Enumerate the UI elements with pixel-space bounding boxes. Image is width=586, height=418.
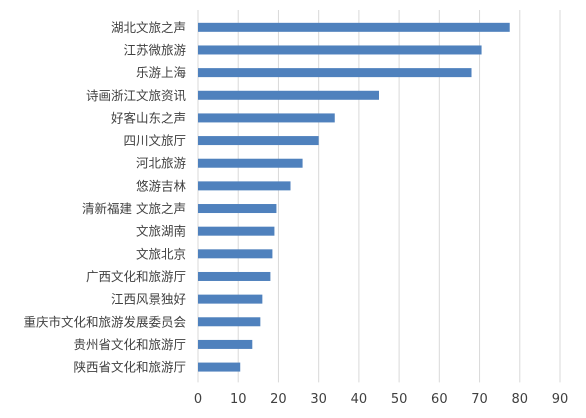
bar (198, 339, 253, 349)
x-tick-label: 60 (431, 392, 448, 407)
bar (198, 22, 510, 32)
x-tick-label: 30 (310, 392, 327, 407)
x-tick-label: 20 (270, 392, 287, 407)
category-label: 四川文旅厅 (123, 133, 186, 148)
x-tick-label: 50 (391, 392, 408, 407)
category-label: 河北旅游 (136, 156, 187, 171)
bar (198, 113, 335, 123)
bar (198, 204, 277, 214)
category-label: 广西文化和旅游厅 (86, 269, 186, 284)
bar (198, 68, 472, 78)
bar (198, 90, 379, 100)
category-label: 诗画浙江文旅资讯 (86, 88, 187, 103)
x-tick-label: 40 (351, 392, 368, 407)
bar (198, 294, 263, 304)
category-label: 湖北文旅之声 (111, 20, 186, 35)
bar (198, 45, 482, 55)
category-label: 江苏微旅游 (123, 42, 186, 57)
category-label: 乐游上海 (136, 65, 187, 80)
bar (198, 317, 261, 327)
category-label: 文旅湖南 (136, 224, 186, 239)
x-tick-label: 70 (471, 392, 488, 407)
category-label: 贵州省文化和旅游厅 (73, 337, 186, 352)
x-tick-labels: 0 10 20 30 40 50 60 70 80 90 (194, 392, 568, 407)
bar (198, 271, 271, 281)
grid-lines (197, 10, 561, 383)
bars (198, 22, 510, 372)
bar (198, 158, 303, 168)
category-labels: 湖北文旅之声江苏微旅游乐游上海诗画浙江文旅资讯好客山东之声四川文旅厅河北旅游悠游… (23, 20, 186, 375)
x-tick-label: 0 (194, 392, 202, 407)
bar (198, 181, 291, 191)
x-tick-label: 90 (552, 392, 569, 407)
category-label: 江西风景独好 (111, 292, 186, 307)
category-label: 文旅北京 (136, 246, 186, 261)
category-label: 陕西省文化和旅游厅 (73, 360, 186, 375)
x-tick-label: 80 (512, 392, 529, 407)
x-tick-label: 10 (230, 392, 247, 407)
category-label: 悠游吉林 (136, 178, 187, 193)
bar (198, 136, 319, 146)
bar (198, 362, 241, 372)
bar (198, 249, 273, 259)
category-label: 清新福建 文旅之声 (82, 201, 186, 216)
bar (198, 226, 275, 236)
category-label: 重庆市文化和旅游发展委员会 (23, 314, 186, 329)
category-label: 好客山东之声 (111, 110, 186, 125)
